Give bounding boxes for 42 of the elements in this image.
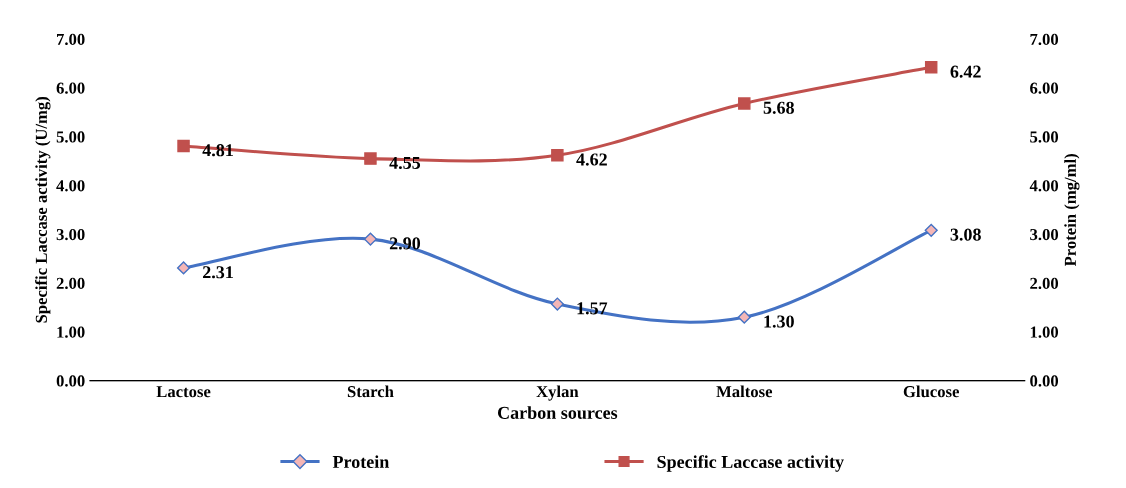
y-tick-label: 4.00	[56, 180, 85, 192]
y-tick-label: 2.00	[56, 277, 85, 290]
x-tick-label: Xylan	[536, 385, 579, 401]
y-axis-title: Specific Laccase activity (U/mg)	[35, 96, 51, 323]
y-tick-label: 1.00	[57, 326, 85, 338]
point	[924, 61, 938, 74]
data-label: 6.42	[950, 65, 981, 78]
y-tick-label: 5.00	[56, 131, 85, 143]
y-tick-label: 0.00	[56, 375, 85, 387]
data-label: 2.31	[202, 266, 233, 279]
legend-label: Specific Laccase activity	[657, 455, 844, 472]
data-label: 1.30	[764, 315, 794, 328]
y2-axis-title: Protein (mg/ml)	[1064, 154, 1080, 267]
y2-tick-label: 1.00	[1030, 326, 1059, 338]
y2-tick-label: 7.00	[1030, 33, 1059, 46]
point	[176, 261, 191, 275]
y2-tick-label: 3.00	[1030, 228, 1059, 241]
x-tick-label: Maltose	[716, 385, 773, 398]
y-tick-label: 3.00	[56, 228, 85, 241]
data-label: 4.62	[576, 153, 607, 166]
data-label: 5.68	[763, 101, 794, 114]
point	[737, 310, 751, 324]
point	[924, 223, 938, 237]
y2-tick-label: 2.00	[1030, 277, 1059, 290]
y-tick-label: 6.00	[56, 82, 85, 94]
legend-label: Protein	[332, 455, 390, 469]
x-tick-label: Glucose	[903, 385, 960, 398]
x-tick-label: Starch	[347, 385, 394, 398]
point	[551, 148, 564, 162]
point	[738, 97, 751, 110]
x-axis-title: Carbon sources	[497, 406, 618, 419]
y2-tick-label: 6.00	[1030, 82, 1059, 94]
point	[363, 232, 378, 246]
y2-tick-label: 5.00	[1030, 131, 1059, 143]
x-tick-label: Lactose	[156, 386, 211, 398]
y-tick-label: 7.00	[57, 33, 85, 46]
data-label: 3.08	[950, 228, 981, 241]
point	[550, 297, 564, 311]
y2-tick-label: 4.00	[1029, 180, 1059, 192]
y2-tick-label: 0.00	[1030, 375, 1059, 387]
point	[177, 139, 190, 153]
point	[364, 152, 377, 165]
